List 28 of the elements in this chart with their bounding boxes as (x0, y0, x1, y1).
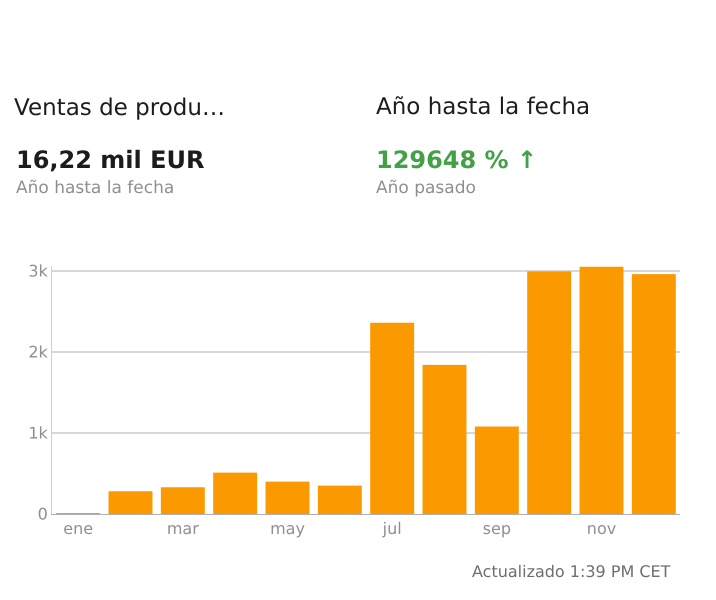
x-tick-label: sep (482, 519, 511, 538)
bar (370, 322, 414, 514)
bar (213, 472, 258, 514)
text: Año hasta la fecha (376, 94, 590, 120)
text: Año hasta la fecha (16, 178, 174, 198)
bar (108, 491, 152, 514)
y-tick-label: 1k (28, 424, 49, 443)
bar (580, 266, 624, 514)
x-tick-label: ene (63, 519, 94, 538)
x-tick-label: jul (382, 519, 402, 538)
y-tick-label: 0 (38, 504, 48, 524)
x-tick-label: may (270, 519, 305, 538)
y-tick-label: 3k (28, 261, 49, 280)
text: Actualizado 1:39 PM CET (472, 562, 671, 581)
bar (422, 364, 466, 514)
y-tick-label: 2k (28, 342, 49, 362)
x-tick-label: nov (586, 519, 616, 538)
text: Año pasado (376, 178, 476, 198)
text: 129648 % ↑ (376, 146, 538, 174)
bar (474, 426, 519, 514)
bar (266, 482, 310, 514)
bar (632, 274, 676, 514)
bar (160, 487, 205, 514)
bar (318, 486, 362, 514)
x-tick-label: mar (166, 519, 200, 538)
text: 16,22 mil EUR (16, 146, 204, 174)
chart-title: Ventas de produ… (14, 95, 225, 122)
bar (527, 272, 572, 514)
